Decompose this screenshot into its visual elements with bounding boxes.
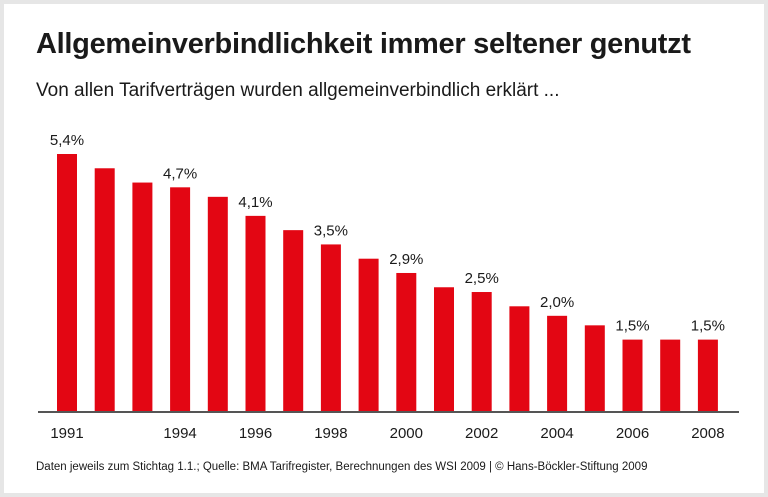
x-tick-label-1991: 1991 — [50, 425, 83, 442]
x-tick-label-2006: 2006 — [616, 425, 649, 442]
bar-1994 — [170, 187, 191, 411]
bar-1995 — [207, 196, 228, 411]
bar-1997 — [283, 230, 304, 411]
data-label-1991: 5,4% — [50, 132, 84, 149]
chart-footer: Daten jeweils zum Stichtag 1.1.; Quelle:… — [36, 461, 648, 473]
data-label-2004: 2,0% — [540, 294, 574, 311]
bar-2003 — [509, 306, 530, 411]
bar-2007 — [660, 339, 681, 411]
bar-2008 — [697, 339, 718, 411]
bar-2001 — [434, 287, 454, 411]
chart-title: Allgemeinverbindlichkeit immer seltener … — [36, 28, 691, 60]
data-label-1994: 4,7% — [163, 165, 197, 182]
x-tick-label-2004: 2004 — [540, 425, 573, 442]
bar-2000 — [396, 272, 417, 411]
bar-1996 — [245, 215, 266, 411]
data-label-2002: 2,5% — [465, 270, 499, 287]
data-label-2000: 2,9% — [389, 251, 423, 268]
bar-2004 — [547, 315, 568, 411]
x-tick-label-1998: 1998 — [314, 425, 347, 442]
bar-2002 — [471, 292, 492, 411]
bar-2005 — [584, 325, 605, 411]
x-tick-label-1996: 1996 — [239, 425, 272, 442]
bar-1991 — [57, 154, 77, 411]
bar-1998 — [320, 244, 341, 411]
chart-subtitle: Von allen Tarifverträgen wurden allgemei… — [36, 80, 560, 101]
x-tick-label-2002: 2002 — [465, 425, 498, 442]
bar-1993 — [132, 182, 153, 411]
data-label-1998: 3,5% — [314, 222, 348, 239]
data-label-1996: 4,1% — [238, 194, 272, 211]
x-tick-label-2000: 2000 — [390, 425, 423, 442]
bar-1992 — [94, 168, 115, 411]
bar-chart: 5,4% 1991 4,7% 1994 4,1% 1996 3,5% 1998 2,9% 2000… — [38, 132, 739, 442]
bar-1999 — [358, 258, 379, 411]
bar-2006 — [622, 339, 643, 411]
data-label-2006: 1,5% — [615, 318, 649, 335]
data-label-2008: 1,5% — [691, 318, 725, 335]
x-tick-label-2008: 2008 — [691, 425, 724, 442]
x-tick-label-1994: 1994 — [163, 425, 196, 442]
